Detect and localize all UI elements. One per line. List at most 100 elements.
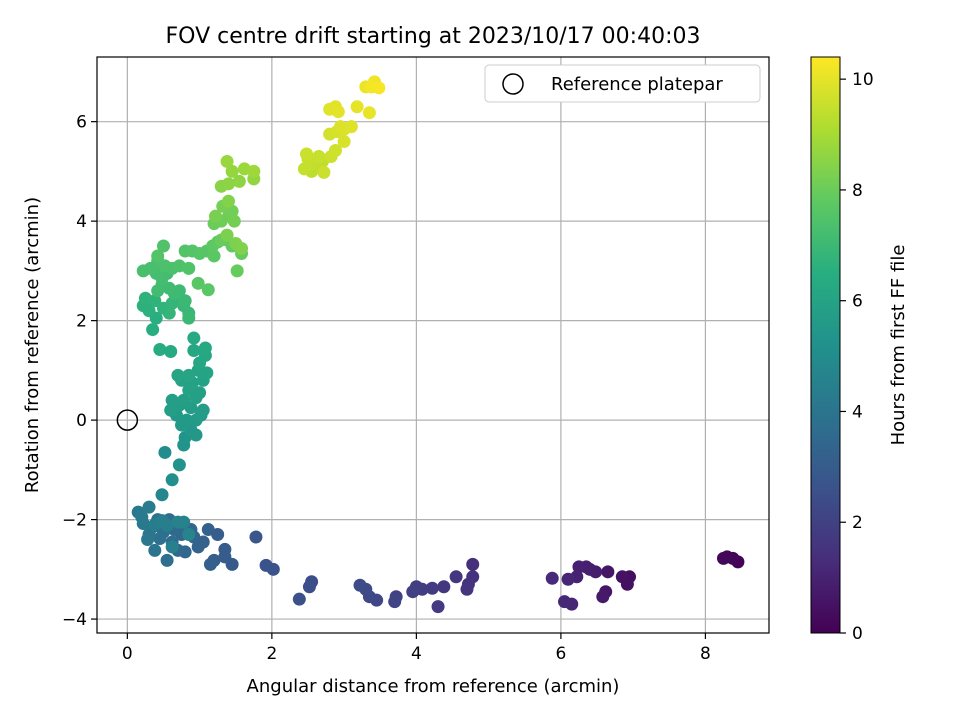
data-point — [225, 164, 239, 178]
colorbar-tick-label: 6 — [852, 292, 863, 312]
data-point — [180, 413, 194, 427]
data-point — [220, 154, 234, 168]
data-point — [449, 570, 463, 584]
data-point — [362, 106, 376, 120]
data-point — [187, 343, 201, 357]
data-point — [191, 276, 205, 290]
data-point — [716, 551, 730, 565]
data-point — [189, 428, 203, 442]
data-point — [201, 523, 215, 537]
data-point — [615, 570, 629, 584]
data-point — [182, 368, 196, 382]
data-point — [148, 543, 162, 557]
data-point — [235, 242, 249, 256]
y-tick-label: 2 — [76, 312, 87, 332]
data-point — [141, 532, 155, 546]
data-point — [165, 393, 179, 407]
colorbar-tick-label: 0 — [852, 624, 863, 644]
data-point — [153, 342, 167, 356]
data-point — [182, 261, 196, 275]
data-point — [292, 592, 306, 606]
data-point — [431, 600, 445, 614]
data-point — [160, 519, 174, 533]
data-point — [601, 565, 615, 579]
colorbar-ticks: 0 2 4 6 8 10 — [840, 70, 874, 644]
data-point — [155, 488, 169, 502]
data-point — [372, 81, 386, 95]
data-point — [232, 174, 246, 188]
reference-platepar-marker — [116, 409, 139, 431]
data-point — [312, 149, 326, 163]
data-point — [201, 283, 215, 297]
grid — [97, 57, 769, 633]
data-point — [249, 530, 263, 544]
data-point — [466, 557, 480, 571]
y-axis-ticks: −4 −2 0 2 4 6 — [62, 113, 97, 630]
data-point — [437, 580, 451, 594]
data-point — [153, 531, 167, 545]
data-point — [545, 571, 559, 585]
x-tick-label: 4 — [411, 644, 422, 664]
data-point — [328, 144, 342, 158]
data-point — [165, 540, 179, 554]
plot-frame — [96, 56, 770, 634]
data-point — [222, 194, 236, 208]
data-point — [164, 344, 178, 358]
data-point — [344, 120, 358, 134]
data-point — [331, 105, 345, 119]
data-point — [148, 294, 162, 308]
data-point — [558, 595, 572, 609]
colorbar-tick-label: 10 — [852, 70, 874, 90]
data-point — [136, 264, 150, 278]
data-point — [460, 582, 474, 596]
legend-marker-icon — [502, 73, 524, 95]
data-point — [187, 331, 201, 345]
data-point — [302, 580, 316, 594]
data-point — [353, 578, 367, 592]
data-point — [156, 239, 170, 253]
data-point — [142, 500, 156, 514]
colorbar-tick-label: 2 — [852, 513, 863, 533]
data-point — [317, 165, 331, 179]
data-point — [191, 540, 205, 554]
legend-box — [484, 64, 761, 103]
x-tick-label: 6 — [555, 644, 566, 664]
data-point — [297, 162, 311, 176]
data-point — [218, 542, 232, 556]
data-point — [193, 386, 207, 400]
data-point — [230, 264, 244, 278]
y-tick-label: 4 — [76, 212, 87, 232]
data-point — [596, 590, 610, 604]
colorbar: 0 2 4 6 8 10 Hours from first FF file — [810, 56, 909, 644]
chart-title: FOV centre drift starting at 2023/10/17 … — [166, 24, 701, 49]
y-tick-label: −4 — [62, 610, 87, 630]
legend-label: Reference platepar — [551, 74, 723, 95]
legend: Reference platepar — [484, 64, 761, 103]
data-point — [259, 558, 273, 572]
colorbar-tick-label: 8 — [852, 181, 863, 201]
data-point — [165, 473, 179, 487]
data-point — [171, 368, 185, 382]
y-tick-label: 6 — [76, 113, 87, 133]
x-tick-label: 8 — [700, 644, 711, 664]
data-point — [561, 572, 575, 586]
data-point — [196, 403, 210, 417]
data-point — [337, 135, 351, 149]
data-point — [247, 164, 261, 178]
data-point — [177, 393, 191, 407]
data-point — [209, 209, 223, 223]
data-point — [300, 147, 314, 161]
data-point — [160, 553, 174, 567]
x-tick-label: 2 — [266, 644, 277, 664]
data-point — [572, 560, 586, 574]
data-point — [222, 177, 236, 191]
colorbar-gradient — [810, 56, 841, 634]
data-point — [425, 581, 439, 595]
x-tick-label: 0 — [122, 644, 133, 664]
data-point — [135, 510, 149, 524]
data-point — [158, 445, 172, 459]
data-point — [220, 228, 234, 242]
data-point — [388, 595, 402, 609]
data-point — [172, 458, 186, 472]
